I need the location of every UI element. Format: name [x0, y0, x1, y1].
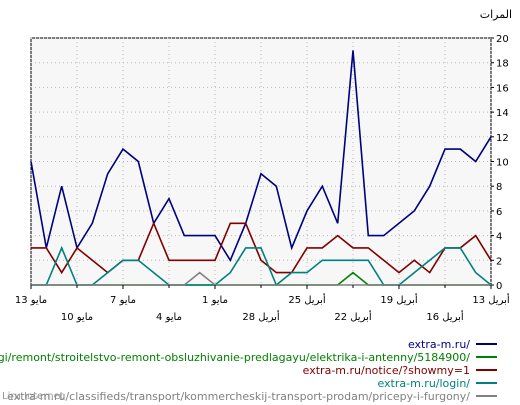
x-tick-label: 7 مايو — [110, 295, 136, 306]
series-line-4 — [31, 245, 492, 287]
series-line-1 — [30, 50, 492, 263]
y-tick-label: 0 — [496, 281, 502, 292]
y-tick-label: 8 — [496, 182, 502, 193]
legend-label-5: extra-m.ru/classifieds/transport/kommerc… — [7, 390, 470, 403]
x-tick-label: 22 أبريل — [334, 310, 372, 323]
legend-label-2: extra-m.ru/classifieds/uslugi/remont/str… — [0, 351, 470, 364]
y-tick-label: 14 — [496, 108, 509, 119]
x-tick-label: 10 مايو — [61, 312, 93, 323]
legend-label-1: extra-m.ru/ — [408, 338, 470, 351]
y-tick-label: 18 — [496, 59, 509, 70]
legend-label-4: extra-m.ru/login/ — [377, 377, 470, 390]
y-tick-label: 4 — [496, 232, 502, 243]
footer-watermark: Liru Internet — [2, 391, 64, 402]
y-tick-label: 20 — [496, 34, 509, 45]
x-tick-label: 19 أبريل — [380, 293, 418, 306]
y-tick-label: 2 — [496, 256, 502, 267]
x-tick-label: 13 مايو — [15, 295, 47, 306]
y-tick-label: 12 — [496, 133, 509, 144]
legend-label-3: extra-m.ru/notice/?showmy=1 — [303, 364, 470, 377]
x-tick-label: 4 مايو — [156, 312, 182, 323]
y-axis-label: المرات — [480, 8, 512, 21]
x-tick-label: 28 أبريل — [242, 310, 280, 323]
y-tick-label: 16 — [496, 83, 509, 94]
x-tick-label: 25 أبريل — [288, 293, 326, 306]
x-tick-label: 1 مايو — [202, 295, 228, 306]
y-tick-label: 10 — [496, 158, 509, 169]
y-tick-label: 6 — [496, 207, 502, 218]
x-tick-label: 16 أبريل — [426, 310, 464, 323]
x-tick-label: 13 أبريل — [472, 293, 510, 306]
